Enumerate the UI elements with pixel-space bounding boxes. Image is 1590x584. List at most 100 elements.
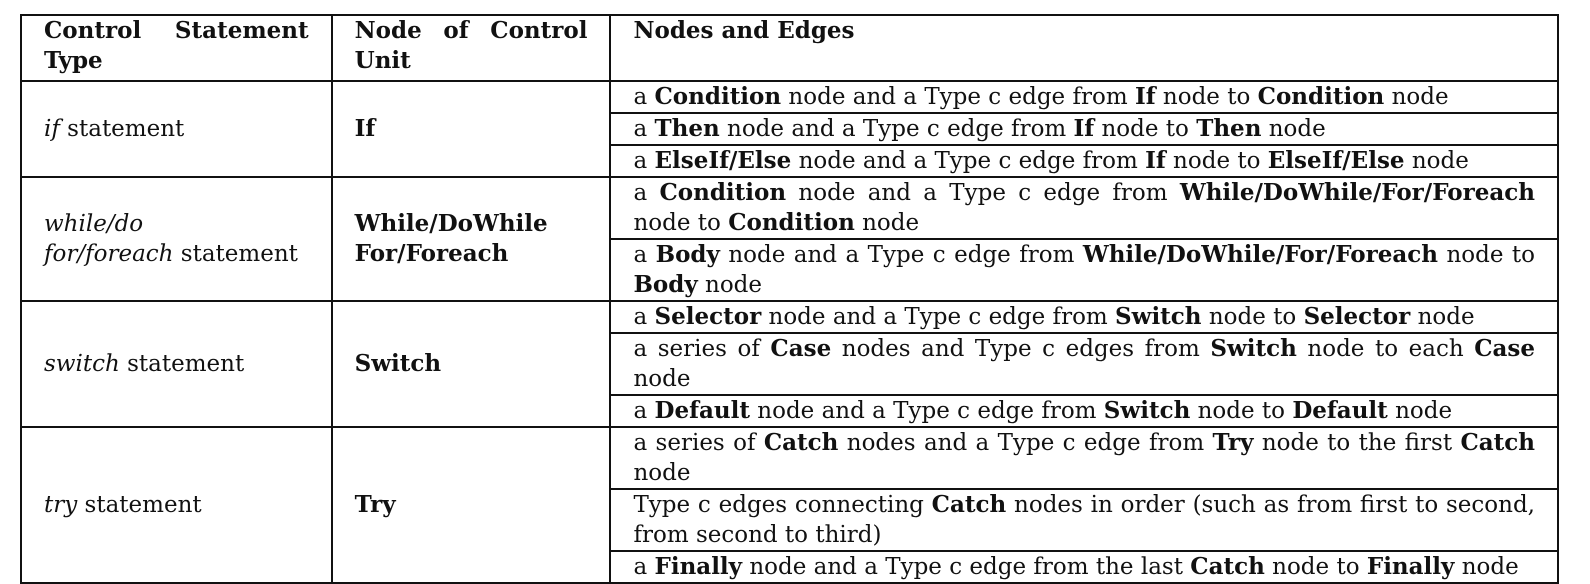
node-term: Switch xyxy=(1103,397,1191,424)
control-unit-node-name: If xyxy=(354,115,376,142)
node-term: Body xyxy=(655,241,720,268)
control-unit-node-name: For/Foreach xyxy=(354,240,509,267)
node-term: Selector xyxy=(654,303,762,330)
edge-description-text: Type c edges connecting xyxy=(633,492,932,518)
edge-description-text: a xyxy=(633,148,655,174)
control-unit-node-cell: Switch xyxy=(330,300,612,428)
header-control-statement-type: Control Statement Type xyxy=(20,14,333,82)
edge-description-text: node to each xyxy=(1296,336,1475,362)
statement-suffix: statement xyxy=(59,116,185,142)
edge-description-text: node and a Type c edge from xyxy=(719,116,1074,142)
statement-type-line: if statement xyxy=(44,114,331,144)
nodes-and-edges-cell: a Selector node and a Type c edge from S… xyxy=(609,300,1559,334)
table-row: a series of Case nodes and Type c edges … xyxy=(21,332,1559,396)
node-term: Finally xyxy=(1366,553,1455,580)
edge-description-text: a xyxy=(633,84,655,110)
edge-description-text: node xyxy=(633,366,691,392)
nodes-and-edges-cell: a Body node and a Type c edge from While… xyxy=(609,238,1559,302)
node-term: Then xyxy=(1196,115,1262,142)
nodes-and-edges-cell: a Condition node and a Type c edge from … xyxy=(609,80,1559,114)
nodes-and-edges-cell: Type c edges connecting Catch nodes in o… xyxy=(609,488,1559,552)
edge-description-text: a xyxy=(633,398,655,424)
node-term: Finally xyxy=(654,553,743,580)
node-term: Case xyxy=(1474,335,1535,362)
statement-suffix: statement xyxy=(173,241,298,267)
table-row: Type c edges connecting Catch nodes in o… xyxy=(21,488,1559,552)
header-col2-text: Node of Control Unit xyxy=(354,17,588,74)
statement-type-line: for/foreach statement xyxy=(44,239,331,269)
statement-keyword: if xyxy=(44,116,60,142)
edge-description-text: node and a Type c edge from xyxy=(791,148,1146,174)
nodes-and-edges-cell: a Finally node and a Type c edge from th… xyxy=(609,550,1559,584)
edge-description-text: a series of xyxy=(633,430,764,456)
statement-type-line: switch statement xyxy=(44,349,331,379)
edge-description-text: node to xyxy=(1155,84,1258,110)
node-term: Catch xyxy=(763,429,839,456)
edge-description-text: node and a Type c edge from xyxy=(781,84,1135,110)
node-term: Condition xyxy=(659,179,787,206)
node-term: Condition xyxy=(728,209,855,236)
node-term: Catch xyxy=(931,491,1007,518)
node-term: Default xyxy=(1292,397,1388,424)
edge-description-text: node to xyxy=(1165,148,1268,174)
nodes-and-edges-cell: a series of Case nodes and Type c edges … xyxy=(609,332,1559,396)
node-term: Catch xyxy=(1190,553,1265,580)
edge-description-text: node to xyxy=(633,210,729,236)
edge-description-text: nodes and Type c edges from xyxy=(831,336,1211,362)
node-term: If xyxy=(1145,147,1166,174)
edge-description-text: node to xyxy=(1094,116,1197,142)
control-unit-table: Control Statement Type Node of Control U… xyxy=(20,14,1559,584)
node-term: Condition xyxy=(1257,83,1385,110)
node-term: While/DoWhile/For/Foreach xyxy=(1082,241,1438,268)
node-term: Case xyxy=(770,335,832,362)
node-term: Selector xyxy=(1303,303,1411,330)
statement-keyword: while/do xyxy=(44,211,144,237)
statement-type-cell: switch statement xyxy=(20,300,333,428)
statement-type-cell: if statement xyxy=(20,80,333,178)
edge-description-text: node xyxy=(1261,116,1326,142)
header-node-of-control-unit: Node of Control Unit xyxy=(330,14,612,82)
edge-description-text: a xyxy=(633,116,655,142)
node-term: Switch xyxy=(1210,335,1297,362)
table-row: try statement Try a series of Catch nodes … xyxy=(20,426,1559,584)
node-term: Then xyxy=(654,115,720,142)
table-row: a Body node and a Type c edge from While… xyxy=(21,238,1559,302)
node-term: Switch xyxy=(1115,303,1202,330)
header-col3-text: Nodes and Edges xyxy=(633,17,855,44)
control-unit-node-name: Try xyxy=(354,491,396,518)
table-row: a Default node and a Type c edge from Sw… xyxy=(21,394,1559,428)
edge-description-text: node xyxy=(1410,304,1475,330)
node-term: If xyxy=(1073,115,1095,142)
table-row: a ElseIf/Else node and a Type c edge fro… xyxy=(21,144,1559,178)
control-unit-node-name: Switch xyxy=(354,350,442,377)
statement-type-cell: try statement xyxy=(20,426,333,584)
node-term: ElseIf/Else xyxy=(1267,147,1405,174)
table-row: a Then node and a Type c edge from If no… xyxy=(21,112,1559,146)
header-row: Control Statement Type Node of Control U… xyxy=(20,14,1559,82)
edge-description-text: node xyxy=(1404,148,1469,174)
statement-suffix: statement xyxy=(119,351,245,377)
nodes-and-edges-cell: a Then node and a Type c edge from If no… xyxy=(609,112,1559,146)
edge-description-text: node xyxy=(697,272,763,298)
node-term: Default xyxy=(654,397,750,424)
node-term: Catch xyxy=(1460,429,1535,456)
edge-description-text: node and a Type c edge from xyxy=(786,180,1180,206)
edge-description-text: node and a Type c edge from xyxy=(719,242,1083,268)
header-nodes-and-edges: Nodes and Edges xyxy=(609,14,1559,82)
edge-description-text: node xyxy=(633,460,691,486)
statement-keyword: for/foreach xyxy=(44,241,174,267)
edge-description-text: node to xyxy=(1201,304,1304,330)
edge-description-text: a xyxy=(633,304,655,330)
table-body: if statement If a Condition node and a Typ… xyxy=(20,80,1559,584)
nodes-and-edges-cell: a ElseIf/Else node and a Type c edge fro… xyxy=(609,144,1559,178)
edge-description-text: a xyxy=(633,180,660,206)
table-row: if statement If a Condition node and a Typ… xyxy=(20,80,1559,178)
table-row: while/do for/foreach statement While/DoWhi… xyxy=(20,176,1559,302)
nodes-and-edges-cell: a Condition node and a Type c edge from … xyxy=(609,176,1559,240)
nodes-and-edges-cell: a Default node and a Type c edge from Sw… xyxy=(609,394,1559,428)
statement-type-line: try statement xyxy=(44,490,331,520)
statement-keyword: try xyxy=(44,492,78,518)
statement-keyword: switch xyxy=(44,351,120,377)
statement-type-cell: while/do for/foreach statement xyxy=(20,176,333,302)
edge-description-text: node to xyxy=(1438,242,1535,268)
